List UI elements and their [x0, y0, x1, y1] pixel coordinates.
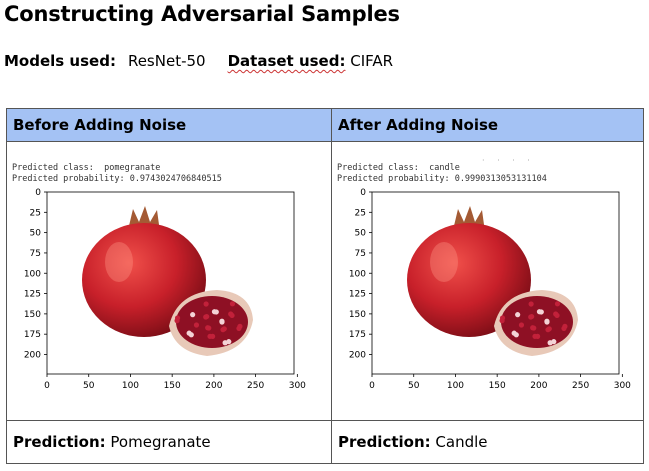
- y-tick-label: 150: [349, 310, 366, 320]
- y-tick-label: 75: [355, 249, 366, 259]
- models-label: Models used:: [4, 52, 116, 70]
- prediction-value-after: Candle: [435, 433, 488, 451]
- y-tick-label: 200: [349, 351, 366, 361]
- output-line2-before: Predicted probability: 0.974302470684051…: [12, 174, 222, 184]
- x-tick-label: 0: [44, 381, 50, 391]
- output-after: Predicted class: candle Predicted probab…: [337, 163, 547, 185]
- pomegranate-image: [47, 192, 294, 374]
- prediction-label-after: Prediction:: [338, 433, 431, 451]
- output-line1-after: Predicted class: candle: [337, 163, 460, 173]
- x-tick-label: 100: [122, 381, 139, 391]
- y-tick-label: 50: [30, 229, 42, 239]
- header-before: Before Adding Noise: [6, 108, 332, 142]
- y-tick-label: 100: [349, 269, 366, 279]
- y-tick-label: 100: [24, 269, 41, 279]
- prediction-label-before: Prediction:: [13, 433, 106, 451]
- x-tick-label: 300: [289, 381, 306, 391]
- x-tick-label: 250: [247, 381, 264, 391]
- x-tick-label: 300: [614, 381, 631, 391]
- x-tick-label: 250: [572, 381, 589, 391]
- y-tick-label: 150: [24, 310, 41, 320]
- y-tick-label: 50: [355, 229, 367, 239]
- y-tick-label: 175: [24, 330, 41, 340]
- x-tick-label: 50: [408, 381, 420, 391]
- y-tick-label: 125: [24, 290, 41, 300]
- y-tick-label: 25: [30, 208, 41, 218]
- dataset-value: CIFAR: [350, 52, 394, 70]
- dataset-label: Dataset used:: [227, 52, 346, 70]
- x-tick-label: 150: [489, 381, 506, 391]
- output-before: Predicted class: pomegranate Predicted p…: [12, 163, 222, 185]
- output-line1-before: Predicted class: pomegranate: [12, 163, 161, 173]
- prediction-before: Prediction: Pomegranate: [6, 420, 332, 464]
- noise-dots: · · · ·: [482, 156, 535, 165]
- plot-after: 0 50 100 150 200 250 300 0 25 50 75 100 125 150 175 200: [349, 188, 631, 391]
- y-tick-label: 0: [35, 188, 41, 198]
- image-cell-after: · · · · Predicted class: candle Predicte…: [331, 141, 644, 421]
- image-cell-before: Predicted class: pomegranate Predicted p…: [6, 141, 332, 421]
- output-line2-after: Predicted probability: 0.999031305313110…: [337, 174, 547, 184]
- y-tick-label: 75: [30, 249, 41, 259]
- models-value: ResNet-50: [127, 52, 206, 70]
- y-tick-label: 25: [355, 208, 366, 218]
- comparison-table: Before Adding Noise After Adding Noise P…: [6, 108, 644, 464]
- y-tick-label: 125: [349, 290, 366, 300]
- prediction-value-before: Pomegranate: [110, 433, 211, 451]
- y-tick-label: 0: [360, 188, 366, 198]
- x-tick-label: 0: [369, 381, 375, 391]
- plot-before: 0 50 100 150 200 250 300 0 25 50 75 100 125 150 175 200: [24, 188, 306, 391]
- prediction-after: Prediction: Candle: [331, 420, 644, 464]
- y-tick-label: 200: [24, 351, 41, 361]
- x-tick-label: 100: [447, 381, 464, 391]
- pomegranate-image: [372, 192, 619, 374]
- x-tick-label: 150: [164, 381, 181, 391]
- y-tick-label: 175: [349, 330, 366, 340]
- x-tick-label: 200: [530, 381, 547, 391]
- page-title: Constructing Adversarial Samples: [4, 2, 400, 26]
- header-after: After Adding Noise: [331, 108, 644, 142]
- metadata-line: Models used: ResNet-50 Dataset used: CIFAR: [4, 52, 393, 70]
- x-tick-label: 50: [83, 381, 95, 391]
- x-tick-label: 200: [205, 381, 222, 391]
